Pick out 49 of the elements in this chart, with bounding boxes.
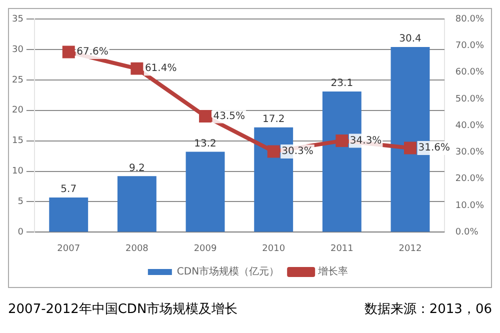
data-label: 61.4% bbox=[144, 63, 177, 74]
text: 2007-2012年中国CDN市场规模及增长 bbox=[8, 301, 238, 318]
y2-tick-label: 50.0% bbox=[455, 94, 484, 104]
x-tick-label: 2007 bbox=[57, 244, 80, 254]
point bbox=[62, 46, 75, 58]
data-label: 31.6% bbox=[418, 142, 450, 154]
y2-tick-label: 70.0% bbox=[455, 40, 484, 51]
y2-tick-label: 80.0% bbox=[455, 14, 484, 24]
y2-tick-label: 20.0% bbox=[455, 174, 484, 184]
data-label: 30.4 bbox=[399, 34, 422, 45]
data-label: 43.5% bbox=[213, 110, 246, 122]
y2-tick-label: 10.0% bbox=[455, 200, 484, 211]
data-label: 67.6% bbox=[76, 46, 108, 58]
data-label: 9.2 bbox=[128, 162, 145, 174]
data-label: 13.2 bbox=[194, 138, 216, 150]
legend-label: 增长率 bbox=[317, 266, 348, 278]
legend-label: CDN市场规模（亿元） bbox=[176, 266, 280, 278]
y-tick-label: 30 bbox=[12, 44, 24, 55]
y2-tick-label: 60.0% bbox=[455, 68, 484, 78]
y-tick-label: 35 bbox=[12, 14, 24, 24]
point bbox=[267, 145, 280, 158]
x-tick-label: 2008 bbox=[125, 244, 149, 254]
y-tick-label: 15 bbox=[12, 136, 24, 146]
y-tick-label: 5 bbox=[18, 197, 24, 208]
point bbox=[336, 134, 348, 148]
chart-frame: CDN市场规模（亿元） 增长率 2007 2008 2009 2010 2011 2012 0 5 10 15 20 25 30 35 0.0% 10.0% 20.0% 30.0% 40.0% 50.0% 60.0% 70.0% 80.0% 5.7 9.2 13.2 17.2 23.1 30.4 67.6% 61.4% 43.5% 30.3% 34.3% 31.6% bbox=[8, 8, 492, 288]
point bbox=[404, 142, 416, 154]
y-tick-label: 25 bbox=[12, 75, 24, 86]
y2-tick-label: 0.0% bbox=[455, 228, 479, 238]
data-label: 30.3% bbox=[282, 146, 314, 158]
y-tick-label: 0 bbox=[18, 228, 24, 238]
bar bbox=[117, 176, 156, 232]
source-note: 数据来源：2013，06 bbox=[364, 301, 492, 318]
bar bbox=[49, 197, 88, 232]
x-tick-label: 2012 bbox=[398, 244, 422, 254]
x-tick-label: 2011 bbox=[330, 244, 354, 254]
y-tick-label: 10 bbox=[12, 166, 24, 177]
data-label: 17.2 bbox=[262, 114, 285, 126]
data-label: 23.1 bbox=[330, 78, 354, 90]
y2-tick-label: 40.0% bbox=[455, 120, 484, 131]
x-tick-label: 2009 bbox=[194, 244, 217, 254]
point bbox=[130, 62, 144, 75]
bar bbox=[186, 152, 225, 232]
data-label: 5.7 bbox=[60, 184, 77, 196]
y2-tick-label: 30.0% bbox=[455, 148, 484, 158]
data-label: 34.3% bbox=[350, 135, 382, 146]
point bbox=[199, 110, 212, 123]
y-tick-label: 20 bbox=[12, 106, 24, 116]
x-tick-label: 2010 bbox=[262, 244, 286, 254]
